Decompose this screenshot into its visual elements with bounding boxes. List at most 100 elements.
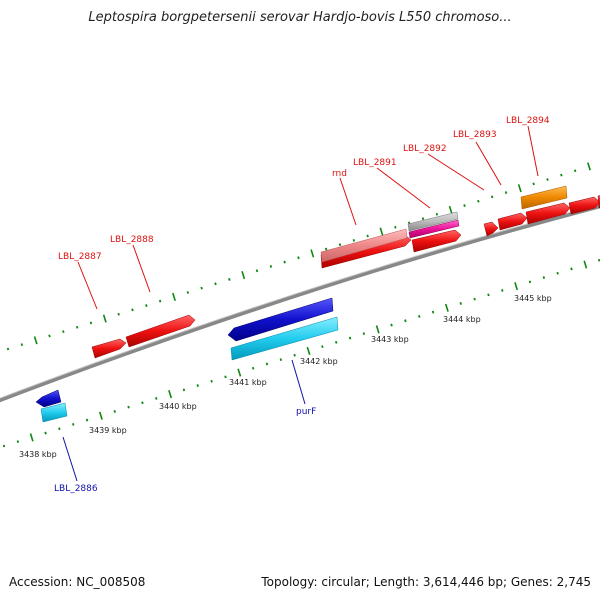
- minor-tick: [394, 225, 397, 229]
- minor-tick: [338, 243, 342, 247]
- minor-tick: [72, 423, 75, 426]
- major-tick: [237, 368, 242, 377]
- leader-lbl-2891: [376, 167, 431, 209]
- label-rnd[interactable]: rnd: [332, 169, 347, 179]
- minor-tick: [228, 278, 231, 281]
- minor-tick: [58, 427, 61, 431]
- minor-tick: [20, 343, 24, 347]
- minor-tick: [418, 315, 421, 318]
- map-title: Leptospira borgpetersenii serovar Hardjo…: [88, 10, 512, 25]
- minor-tick: [334, 340, 338, 344]
- minor-tick: [390, 323, 393, 327]
- major-tick: [306, 346, 311, 356]
- minor-tick: [597, 258, 600, 262]
- minor-tick: [113, 410, 116, 413]
- minor-tick: [75, 325, 79, 329]
- gene-arrow-lbl-2894[interactable]: [525, 202, 571, 225]
- gene-labels: LBL_2887 LBL_2888 rnd LBL_2891 LBL_2892 …: [54, 116, 550, 494]
- leader-lbl-2892: [427, 153, 485, 191]
- scale-label: 3444 kbp: [443, 315, 481, 324]
- minor-tick: [560, 173, 563, 177]
- gene-bar-lbl-2894-orange[interactable]: [520, 185, 568, 210]
- chromosome-backbone-highlight: [0, 203, 600, 399]
- minor-tick: [501, 289, 504, 292]
- minor-tick: [283, 260, 286, 264]
- major-tick: [587, 162, 591, 171]
- label-lbl-2886[interactable]: LBL_2886: [54, 484, 98, 494]
- gene-arrow-lbl-2887[interactable]: [91, 338, 127, 359]
- minor-tick: [186, 291, 190, 294]
- minor-tick: [279, 358, 283, 362]
- gene-arrow-lbl-2893[interactable]: [497, 212, 528, 231]
- minor-tick: [48, 334, 51, 338]
- gene-arrow-lbl-2888[interactable]: [125, 314, 196, 348]
- minor-tick: [265, 362, 269, 366]
- chromosome-backbone: [0, 204, 600, 403]
- minor-tick: [404, 319, 407, 323]
- major-tick: [33, 336, 38, 345]
- scale-label: 3438 kbp: [19, 450, 57, 459]
- major-tick: [379, 227, 384, 236]
- reverse-genes: [35, 297, 339, 423]
- minor-tick: [421, 217, 425, 221]
- minor-tick: [459, 302, 462, 305]
- minor-tick: [269, 265, 273, 268]
- gene-arrow-lbl-2886[interactable]: [35, 389, 62, 408]
- major-tick: [102, 314, 107, 323]
- label-lbl-2893[interactable]: LBL_2893: [453, 130, 497, 140]
- minor-tick: [2, 444, 6, 448]
- gene-bar-rnd-rna[interactable]: [320, 228, 408, 263]
- forward-genes: [91, 185, 600, 359]
- gene-arrow-next[interactable]: [568, 196, 600, 215]
- gene-arrow-lbl-2893-small[interactable]: [483, 221, 499, 237]
- accession-text: Accession: NC_008508: [9, 575, 146, 589]
- label-lbl-2887[interactable]: LBL_2887: [58, 252, 102, 262]
- major-tick: [29, 433, 34, 442]
- gene-bar-lbl-2891-gray[interactable]: [407, 211, 459, 232]
- minor-tick: [504, 191, 508, 194]
- major-tick: [241, 271, 246, 280]
- minor-tick: [145, 304, 148, 307]
- scale-label: 3440 kbp: [159, 402, 197, 411]
- minor-tick: [573, 169, 577, 173]
- scale-label: 3443 kbp: [371, 335, 409, 344]
- minor-tick: [224, 375, 227, 379]
- gene-bar-lbl-2886-cyan[interactable]: [40, 402, 68, 423]
- major-tick: [514, 282, 519, 291]
- label-lbl-2891[interactable]: LBL_2891: [353, 158, 397, 168]
- major-tick: [98, 411, 103, 420]
- label-purf[interactable]: purF: [296, 407, 316, 417]
- scale-label: 3439 kbp: [89, 426, 127, 435]
- minor-tick: [210, 379, 213, 383]
- leader-lbl-2893: [475, 141, 502, 186]
- gene-arrow-lbl-2891[interactable]: [411, 229, 462, 253]
- label-lbl-2894[interactable]: LBL_2894: [506, 116, 550, 126]
- minor-tick: [155, 397, 158, 400]
- gene-bar-lbl-2892-magenta[interactable]: [408, 219, 460, 239]
- major-tick: [310, 249, 315, 258]
- minor-tick: [141, 401, 144, 405]
- label-lbl-2892[interactable]: LBL_2892: [403, 144, 447, 154]
- minor-tick: [6, 347, 10, 351]
- minor-tick: [200, 286, 203, 290]
- minor-tick: [477, 199, 480, 203]
- scale-labels: 3438 kbp 3439 kbp 3440 kbp 3441 kbp 3442…: [19, 294, 552, 459]
- minor-tick: [362, 332, 366, 336]
- minor-tick: [487, 293, 490, 297]
- minor-tick: [348, 336, 352, 340]
- gene-arrow-purf[interactable]: [227, 297, 334, 342]
- major-tick: [444, 303, 449, 312]
- label-lbl-2888[interactable]: LBL_2888: [110, 235, 154, 245]
- minor-tick: [542, 276, 546, 279]
- minor-tick: [214, 282, 217, 286]
- upper-tick-row: [6, 162, 591, 351]
- minor-tick: [532, 182, 535, 186]
- major-tick: [172, 292, 176, 301]
- minor-tick: [196, 384, 199, 387]
- gene-bar-purf-cyan[interactable]: [230, 316, 339, 361]
- minor-tick: [528, 280, 532, 284]
- minor-tick: [463, 204, 466, 207]
- minor-tick: [44, 431, 47, 435]
- minor-tick: [182, 388, 186, 392]
- major-tick: [168, 390, 173, 399]
